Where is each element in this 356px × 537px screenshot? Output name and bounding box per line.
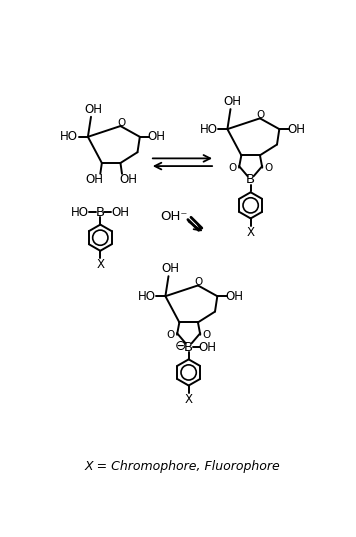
Text: OH: OH: [148, 130, 166, 143]
Text: O: O: [167, 330, 175, 340]
Text: OH: OH: [119, 173, 137, 186]
Text: OH: OH: [287, 122, 305, 136]
Text: O: O: [202, 330, 211, 340]
Text: OH: OH: [111, 206, 130, 219]
Text: O: O: [229, 163, 237, 172]
Text: OH: OH: [224, 95, 242, 108]
Text: B: B: [96, 206, 105, 219]
Text: B: B: [184, 340, 193, 353]
Text: B: B: [246, 173, 255, 186]
Text: O: O: [195, 277, 203, 287]
Text: ⊖: ⊖: [175, 338, 187, 352]
Text: HO: HO: [138, 289, 156, 303]
Text: HO: HO: [200, 122, 218, 136]
Text: OH: OH: [198, 340, 216, 353]
Text: X = Chromophore, Fluorophore: X = Chromophore, Fluorophore: [85, 460, 280, 473]
Text: HO: HO: [60, 130, 78, 143]
Text: OH: OH: [162, 262, 180, 275]
Text: OH: OH: [84, 103, 102, 115]
Text: OH: OH: [225, 289, 244, 303]
Text: X: X: [96, 258, 104, 271]
Text: X: X: [185, 393, 193, 406]
Text: OH⁻: OH⁻: [160, 209, 188, 223]
Text: O: O: [257, 110, 265, 120]
Text: HO: HO: [71, 206, 89, 219]
Text: O: O: [117, 118, 125, 128]
Text: O: O: [265, 163, 273, 172]
Text: X: X: [247, 226, 255, 239]
Text: OH: OH: [85, 173, 103, 186]
